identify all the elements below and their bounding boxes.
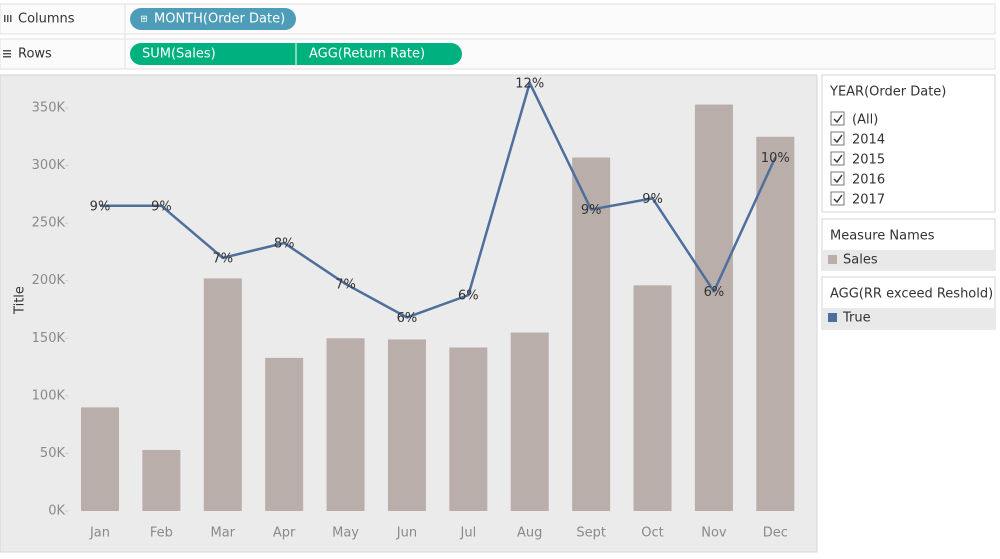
- x-tick-label: May: [332, 526, 359, 541]
- filter-item[interactable]: 2017: [852, 193, 885, 208]
- check-mark: [833, 194, 843, 204]
- checkbox[interactable]: [830, 131, 845, 146]
- y-tick-label: 250K: [32, 216, 66, 231]
- data-label: 6%: [704, 285, 725, 300]
- data-label: 10%: [761, 151, 790, 166]
- x-tick-label: Jan: [89, 526, 110, 541]
- x-tick-label: Feb: [150, 526, 173, 541]
- filter-item[interactable]: 2014: [852, 133, 885, 148]
- data-label: 6%: [397, 311, 418, 326]
- y-tick-label: 150K: [32, 331, 66, 346]
- bar: [80, 407, 119, 511]
- bar: [326, 338, 365, 511]
- columns-icon: [4, 15, 12, 22]
- y-tick-label: 300K: [32, 158, 66, 173]
- line: [99, 81, 777, 319]
- data-label: 12%: [515, 76, 544, 91]
- data-label: 8%: [274, 237, 295, 252]
- filter-card: [821, 74, 996, 213]
- bar: [572, 157, 611, 511]
- y-tick-label: 200K: [32, 273, 66, 288]
- pill-label[interactable]: MONTH(Order Date): [154, 12, 285, 27]
- legend-title: Measure Names: [830, 229, 935, 244]
- legend-row[interactable]: [823, 308, 994, 328]
- checkbox[interactable]: [830, 171, 845, 186]
- data-label: 9%: [90, 199, 111, 214]
- filter-item[interactable]: 2015: [852, 153, 885, 168]
- bar: [203, 278, 242, 511]
- bar: [633, 285, 672, 511]
- bar: [694, 104, 733, 512]
- legend-row[interactable]: [823, 250, 994, 269]
- legend-swatch: [828, 313, 837, 322]
- x-tick-label: Sept: [576, 526, 606, 541]
- x-tick-label: Jul: [460, 526, 477, 541]
- filter-list: (All) 2014 2015 2016 2017: [830, 111, 885, 208]
- bar: [510, 332, 549, 511]
- pill-icon: ⊞: [140, 15, 148, 25]
- checkbox[interactable]: [830, 191, 845, 206]
- shelf-label: Rows: [18, 47, 52, 62]
- pill-label[interactable]: SUM(Sales): [142, 47, 216, 62]
- data-label: 9%: [151, 199, 172, 214]
- bar: [756, 136, 795, 512]
- legend-label[interactable]: True: [842, 311, 871, 326]
- x-tick-label: Dec: [763, 526, 788, 541]
- pill[interactable]: [130, 8, 296, 30]
- data-label: 7%: [212, 251, 233, 266]
- data-label: 7%: [335, 277, 356, 292]
- legend-swatch: [828, 255, 837, 264]
- y-tick-label: 50K: [40, 446, 66, 461]
- shelf-label: Columns: [18, 12, 75, 27]
- x-tick-label: Jun: [396, 526, 417, 541]
- bar: [387, 339, 426, 511]
- check-mark: [833, 134, 843, 144]
- x-tick-label: Aug: [517, 526, 542, 541]
- checkbox[interactable]: [830, 151, 845, 166]
- data-label: 9%: [642, 192, 663, 207]
- x-tick-label: Nov: [701, 526, 727, 541]
- legend-label[interactable]: Sales: [843, 253, 878, 268]
- y-axis-title: Title: [13, 286, 28, 315]
- data-label: 9%: [581, 203, 602, 218]
- filter-title: YEAR(Order Date): [829, 85, 946, 100]
- data-label: 6%: [458, 289, 479, 304]
- y-tick-label: 100K: [32, 388, 66, 403]
- rows-icon: [3, 50, 11, 58]
- x-tick-label: Apr: [273, 526, 296, 541]
- check-mark: [833, 174, 843, 184]
- x-tick-label: Mar: [211, 526, 236, 541]
- bar: [449, 347, 488, 511]
- checkbox[interactable]: [830, 111, 845, 126]
- bar: [265, 357, 304, 511]
- plot: 0K 50K 100K 150K 200K 250K 300K 350K Jan Feb Mar Ap…: [32, 76, 795, 541]
- filter-item[interactable]: 2016: [852, 173, 885, 188]
- check-mark: [833, 154, 843, 164]
- bar: [142, 449, 181, 511]
- y-tick-label: 0K: [48, 504, 65, 519]
- filter-item[interactable]: (All): [852, 113, 878, 128]
- check-mark: [833, 114, 843, 124]
- legend-title: AGG(RR exceed Reshold): [830, 287, 993, 302]
- pill-label[interactable]: AGG(Return Rate): [309, 47, 425, 62]
- x-tick-label: Oct: [641, 526, 663, 541]
- y-tick-label: 350K: [32, 101, 66, 116]
